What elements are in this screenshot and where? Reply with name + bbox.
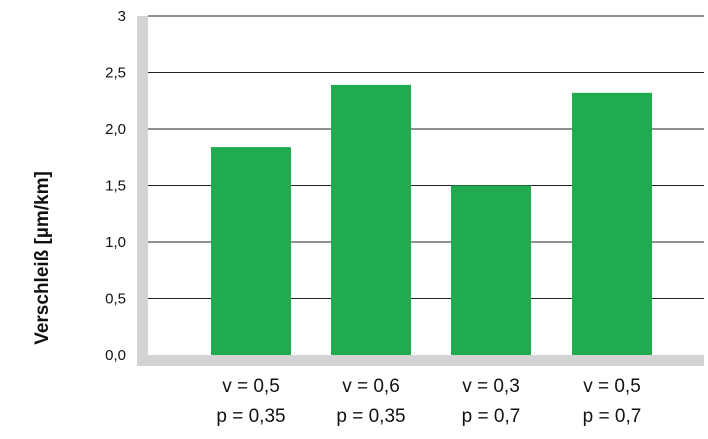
x-category-label-line1: v = 0,6	[342, 376, 400, 397]
y-tick-label: 0,0	[105, 347, 126, 364]
y-tick-label: 2,5	[105, 65, 126, 82]
y-tick-label: 1,0	[105, 234, 126, 251]
y-tick-labels: 0,0 0,5 1,0 1,5 2,0 2,5 3	[105, 8, 126, 364]
x-category-label-line2: p = 0,7	[462, 406, 521, 427]
axes	[137, 16, 704, 366]
bars	[211, 84, 652, 356]
x-category-label-line1: v = 0,3	[462, 376, 520, 397]
bar	[572, 92, 652, 355]
x-category-label-line2: p = 0,35	[216, 406, 285, 427]
y-tick-label: 3	[118, 8, 126, 25]
x-category-label-line2: p = 0,7	[583, 406, 642, 427]
bar	[331, 84, 411, 356]
y-tick-label: 2,0	[105, 121, 126, 138]
y-axis-bar	[137, 16, 148, 366]
y-tick-label: 1,5	[105, 178, 126, 195]
x-category-label-line1: v = 0,5	[222, 376, 280, 397]
x-axis-bar	[137, 355, 704, 366]
bar	[211, 147, 291, 355]
y-axis-title: Verschleiß [µm/km]	[32, 171, 53, 345]
bar	[451, 185, 531, 355]
x-category-labels: v = 0,5 p = 0,35 v = 0,6 p = 0,35 v = 0,3 p =…	[216, 376, 641, 427]
x-category-label-line1: v = 0,5	[583, 376, 641, 397]
y-tick-label: 0,5	[105, 291, 126, 308]
x-category-label-line2: p = 0,35	[336, 406, 405, 427]
